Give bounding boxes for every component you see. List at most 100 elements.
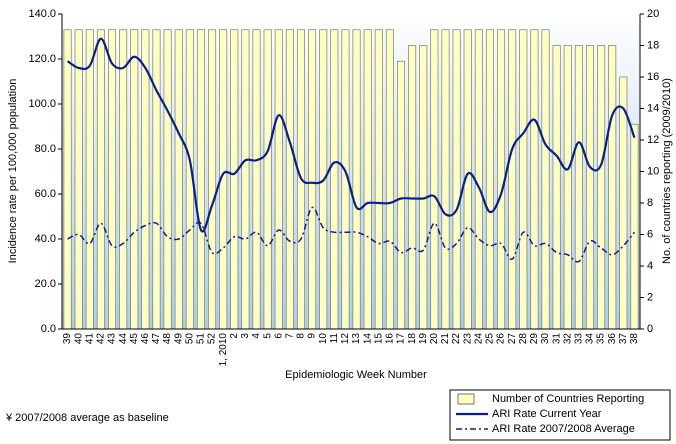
bar [497,29,506,330]
y2-tick-label: 14 [647,102,659,114]
x-tick-label: 41 [84,333,95,345]
bar [552,45,561,330]
bar [419,45,428,330]
x-tick-label: 43 [107,333,118,345]
y-tick-label: 0.0 [41,323,56,335]
bar [508,29,517,330]
bar [274,29,283,330]
y-tick-label: 120.0 [28,53,56,65]
y2-tick-label: 8 [647,197,653,209]
x-tick-label: 16 [385,333,396,345]
x-tick-label: 32 [562,333,573,345]
y2-tick-label: 10 [647,165,659,177]
legend-label: ARI Rate Current Year [492,408,602,420]
bar [74,29,83,330]
bar [96,29,105,330]
x-tick-label: 36 [607,333,618,345]
x-tick-label: 13 [351,333,362,345]
line [67,206,636,263]
x-tick-label: 30 [540,333,551,345]
x-tick-label: 11 [329,333,340,344]
x-tick-label: 21 [440,333,451,345]
y2-axis-title: No. of countries reporting (2009/2010) [661,78,673,264]
x-tick-label: 9 [307,333,318,339]
bar [152,29,161,330]
bar [530,29,539,330]
bar [541,29,550,330]
bar [85,29,94,330]
x-tick-label: 1, 2010 [218,333,229,367]
bar [474,29,483,330]
y-tick-label: 60.0 [35,188,56,200]
y-tick-label: 20.0 [35,278,56,290]
y-tick-label: 100.0 [28,98,56,110]
x-tick-label: 51 [196,333,207,345]
bar [485,29,494,330]
x-tick-label: 2 [229,333,240,339]
bar [308,29,317,330]
x-tick-label: 52 [207,333,218,345]
bar [330,29,339,330]
y2-tick-label: 4 [647,260,653,272]
x-tick-label: 4 [251,333,262,339]
x-tick-label: 5 [262,333,273,339]
x-tick-label: 50 [184,333,195,345]
bar [363,29,372,330]
y2-tick-label: 18 [647,39,659,51]
y2-tick-label: 20 [647,8,659,20]
legend-label: ARI Rate 2007/2008 Average [492,423,635,435]
x-tick-label: 20 [429,333,440,345]
x-tick-label: 17 [396,333,407,345]
x-tick-label: 46 [140,333,151,345]
footnote: ¥ 2007/2008 average as baseline [5,412,169,424]
x-tick-label: 24 [473,333,484,345]
x-tick-label: 6 [273,333,284,339]
bar [630,123,639,330]
x-tick-label: 19 [418,333,429,345]
bar [174,29,183,330]
bar [441,29,450,330]
y-tick-label: 80.0 [35,143,56,155]
x-tick-label: 48 [162,333,173,345]
x-tick-label: 18 [407,333,418,345]
x-tick-label: 25 [485,333,496,345]
y-axis-title: Incidence rate per 100,000 population [7,79,19,264]
x-tick-label: 22 [451,333,462,345]
x-tick-label: 33 [574,333,585,345]
bar [163,29,172,330]
bar [519,29,528,330]
x-tick-label: 37 [618,333,629,345]
y-tick-label: 140.0 [28,8,56,20]
x-tick-label: 39 [62,333,73,345]
bar [352,29,361,330]
bar [108,29,117,330]
bar [574,45,583,330]
bar [563,45,572,330]
legend-label: Number of Countries Reporting [492,393,644,405]
x-tick-label: 40 [73,333,84,345]
x-tick-label: 27 [507,333,518,345]
x-tick-label: 31 [551,333,562,345]
x-tick-label: 44 [118,333,129,345]
x-tick-label: 14 [362,333,373,345]
bar [130,29,139,330]
x-tick-label: 23 [462,333,473,345]
x-tick-label: 3 [240,333,251,339]
bar [230,29,239,330]
bar [608,45,617,330]
bar [285,29,294,330]
x-tick-label: 49 [173,333,184,345]
bar [452,29,461,330]
bar [430,29,439,330]
x-axis-title: Epidemiologic Week Number [285,369,427,381]
x-tick-label: 38 [629,333,640,345]
x-tick-label: 8 [296,333,307,339]
y2-tick-label: 2 [647,291,653,303]
bar [385,29,394,330]
bar [397,60,406,330]
x-tick-label: 28 [518,333,529,345]
x-tick-label: 35 [596,333,607,345]
line [66,37,636,233]
x-tick-label: 10 [318,333,329,345]
